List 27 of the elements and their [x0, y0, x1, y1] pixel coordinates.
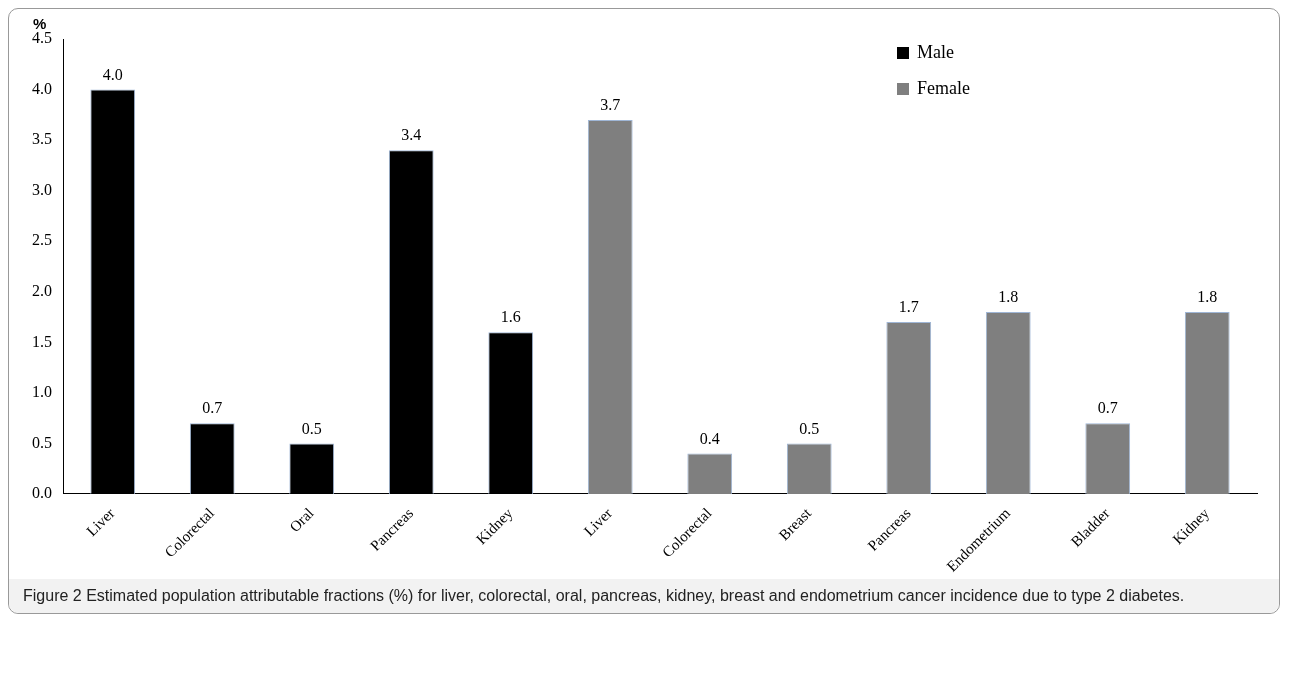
data-label: 3.4 [401, 126, 422, 144]
data-label: 0.4 [699, 429, 720, 447]
y-tick-label: 2.5 [32, 231, 52, 249]
data-label: 1.7 [898, 298, 919, 316]
y-tick-label: 1.5 [32, 332, 52, 350]
y-axis-title: % [33, 14, 47, 32]
legend-label: Male [917, 41, 954, 62]
x-tick-label: Oral [286, 504, 317, 536]
data-label: 0.7 [202, 399, 223, 417]
y-tick-label: 4.5 [32, 29, 52, 47]
y-tick-label: 0.0 [32, 484, 52, 502]
y-tick-label: 3.0 [32, 180, 52, 198]
data-label: 1.8 [998, 288, 1019, 306]
y-tick-label: 4.0 [32, 79, 52, 97]
data-label: 0.7 [1097, 399, 1118, 417]
data-label: 1.8 [1197, 288, 1218, 306]
y-tick-label: 1.0 [32, 383, 52, 401]
data-label: 0.5 [301, 419, 322, 437]
data-label: 4.0 [102, 65, 123, 83]
data-label: 3.7 [600, 96, 621, 114]
y-tick-label: 2.0 [32, 281, 52, 299]
y-tick-label: 3.5 [32, 130, 52, 148]
caption: Figure 2 Estimated population attributable fractions (%) for liver, colorectal, oral, pancreas, kidney, breast and endometrium cancer incidence due to type 2 diabetes. [9, 579, 1279, 613]
data-label: 1.6 [500, 308, 521, 326]
data-label: 0.5 [799, 419, 820, 437]
y-tick-label: 0.5 [32, 433, 52, 451]
legend-label: Female [917, 77, 970, 98]
